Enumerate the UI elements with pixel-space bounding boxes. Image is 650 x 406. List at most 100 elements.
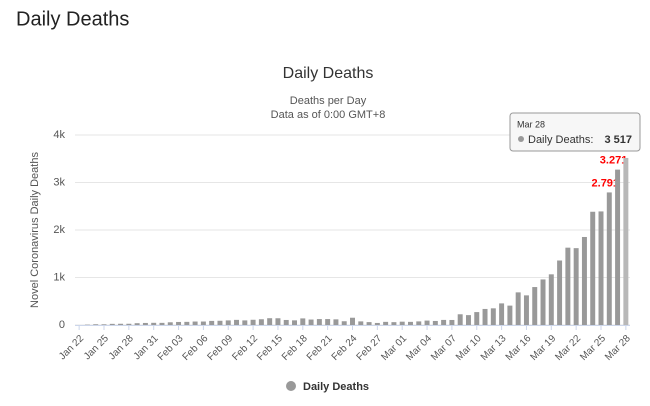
- x-tick-label: Feb 18: [280, 333, 310, 363]
- tooltip-marker: [518, 136, 524, 142]
- bar: [540, 279, 546, 325]
- bar: [606, 192, 612, 325]
- bar: [408, 321, 413, 325]
- bar: [416, 321, 422, 325]
- x-tick-label: Mar 25: [578, 333, 608, 363]
- data-label: 2.791: [592, 177, 620, 189]
- bar: [449, 319, 455, 325]
- bar: [93, 324, 99, 325]
- bar: [598, 211, 604, 325]
- bar: [490, 308, 496, 325]
- x-tick-label: Feb 24: [330, 333, 360, 363]
- bar: [134, 323, 140, 325]
- bar: [548, 274, 554, 325]
- tooltip-box: [509, 112, 641, 152]
- bar: [283, 319, 289, 325]
- legend-label[interactable]: Daily Deaths: [303, 381, 369, 393]
- bar: [184, 321, 190, 325]
- x-tick-label: Jan 28: [107, 333, 136, 362]
- bar: [142, 322, 148, 325]
- bar: [176, 321, 182, 325]
- bar: [523, 295, 529, 325]
- x-tick-label: Mar 28: [603, 333, 633, 363]
- bar: [167, 322, 173, 325]
- bar: [573, 248, 579, 325]
- page-title: Daily Deaths: [16, 8, 129, 30]
- bar: [234, 319, 240, 325]
- legend-marker[interactable]: [286, 381, 296, 391]
- x-tick-label: Mar 01: [379, 333, 409, 363]
- y-tick-label: 4k: [53, 129, 65, 141]
- bar: [482, 308, 488, 325]
- bar: [457, 314, 463, 325]
- bar: [465, 315, 471, 325]
- bar: [118, 323, 124, 325]
- x-tick-label: Feb 12: [230, 333, 260, 363]
- bar: [308, 319, 314, 325]
- bar: [217, 320, 223, 325]
- bar: [325, 319, 331, 325]
- bar: [441, 319, 447, 325]
- bar: [151, 322, 157, 325]
- bar: [474, 312, 480, 325]
- chart-subtitle: Deaths per Day: [290, 95, 367, 107]
- bar: [432, 320, 438, 325]
- x-tick-label: Jan 31: [132, 333, 161, 362]
- x-tick-label: Feb 06: [181, 333, 211, 363]
- bar: [507, 305, 513, 325]
- bar: [532, 287, 538, 325]
- bar: [333, 319, 339, 325]
- tooltip-value: 3 517: [604, 134, 632, 146]
- x-tick-label: Feb 15: [255, 333, 285, 363]
- bar: [391, 322, 397, 325]
- bar: [358, 321, 364, 325]
- bar: [242, 320, 248, 325]
- bar: [383, 321, 389, 325]
- bar: [250, 319, 256, 325]
- bar: [590, 211, 596, 325]
- bar: [374, 322, 380, 325]
- x-tick-label: Mar 22: [553, 333, 583, 363]
- bar: [366, 322, 372, 325]
- bar: [225, 320, 231, 325]
- x-tick-label: Feb 09: [205, 333, 235, 363]
- x-tick-label: Mar 16: [504, 333, 534, 363]
- x-tick-label: Mar 19: [529, 333, 559, 363]
- bar: [615, 169, 621, 325]
- bar: [341, 321, 347, 325]
- chart-title: Daily Deaths: [283, 65, 374, 82]
- bar: [109, 323, 115, 325]
- bar: [499, 303, 505, 325]
- bar: [275, 318, 281, 325]
- bar: [581, 236, 587, 325]
- bar: [192, 321, 198, 325]
- x-tick-label: Feb 27: [355, 333, 385, 363]
- y-tick-label: 0: [59, 319, 65, 331]
- tooltip-label: Daily Deaths:: [528, 134, 593, 146]
- data-label: 3.271: [600, 155, 628, 167]
- bar: [316, 319, 322, 325]
- bar: [159, 322, 165, 325]
- bar: [258, 319, 264, 325]
- bar: [300, 318, 306, 325]
- y-tick-label: 3k: [53, 176, 65, 188]
- chart-subtitle: Data as of 0:00 GMT+8: [271, 109, 386, 121]
- bar: [101, 324, 107, 325]
- bar: [557, 260, 563, 325]
- x-tick-label: Mar 07: [429, 333, 459, 363]
- x-tick-label: Feb 03: [156, 333, 186, 363]
- x-tick-label: Mar 10: [454, 333, 484, 363]
- x-tick-label: Jan 25: [82, 333, 111, 362]
- bar: [515, 292, 521, 325]
- bar: [424, 320, 430, 325]
- bar: [623, 157, 629, 325]
- bar: [350, 317, 355, 325]
- x-tick-label: Mar 04: [404, 333, 434, 363]
- tooltip: Mar 28 Daily Deaths: 3 517: [509, 112, 641, 152]
- bar: [209, 320, 215, 325]
- bar: [267, 318, 273, 325]
- y-axis-label: Novel Coronavirus Daily Deaths: [29, 152, 41, 308]
- x-tick-label: Jan 22: [57, 333, 86, 362]
